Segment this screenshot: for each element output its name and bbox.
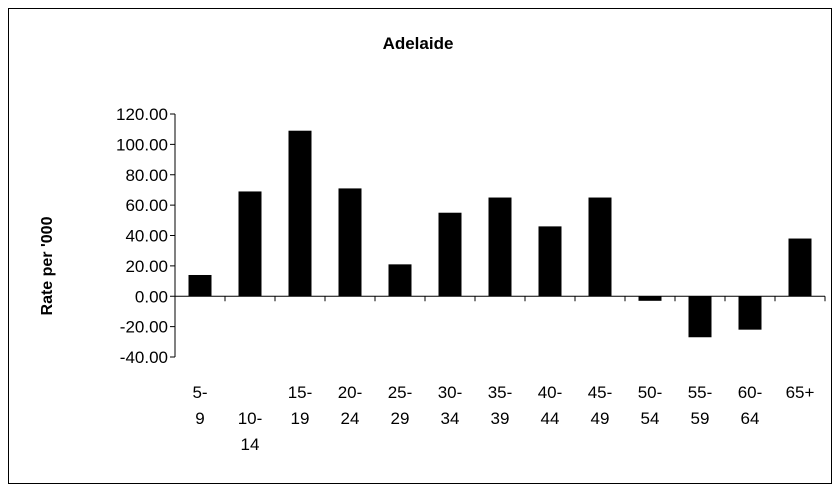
x-tick-label: 40-44 (538, 383, 563, 428)
bar (638, 296, 662, 301)
bar (288, 130, 312, 297)
bar (338, 188, 362, 297)
y-tick-label: 80.00 (125, 166, 168, 185)
x-tick-label: 60-64 (738, 383, 763, 428)
x-tick-label: 5-9 (192, 383, 207, 428)
x-tick-label: 15-19 (288, 383, 313, 428)
chart-frame (8, 8, 832, 484)
bar (188, 274, 212, 297)
y-tick-label: 20.00 (125, 257, 168, 276)
x-tick-label: 55-59 (688, 383, 713, 428)
bar (238, 191, 262, 297)
x-tick-label: 20-24 (338, 383, 363, 428)
x-tick-label: 25-29 (388, 383, 413, 428)
bar (788, 238, 812, 297)
bar (688, 296, 712, 338)
y-tick-label: 0.00 (135, 287, 168, 306)
bar (538, 226, 562, 297)
x-tick-label: 10-14 (238, 409, 263, 454)
bar (588, 197, 612, 297)
y-tick-label: 40.00 (125, 227, 168, 246)
chart-title: Adelaide (383, 34, 454, 53)
bar (438, 212, 462, 297)
bar (488, 197, 512, 297)
y-tick-label: -40.00 (120, 348, 168, 367)
y-tick-label: -20.00 (120, 318, 168, 337)
y-tick-label: 120.00 (116, 105, 168, 124)
x-tick-label: 35-39 (488, 383, 513, 428)
bar (738, 296, 762, 330)
x-tick-label: 45-49 (588, 383, 613, 428)
x-tick-label: 30-34 (438, 383, 463, 428)
x-tick-label: 65+ (786, 383, 815, 402)
y-axis-label: Rate per '000 (39, 216, 56, 315)
bar (388, 264, 412, 297)
y-tick-label: 60.00 (125, 196, 168, 215)
x-tick-label: 50-54 (638, 383, 663, 428)
plot-area: 120.00 100.00 80.00 60.00 40.00 20.00 0.00 -20.… (116, 105, 826, 454)
y-tick-label: 100.00 (116, 135, 168, 154)
